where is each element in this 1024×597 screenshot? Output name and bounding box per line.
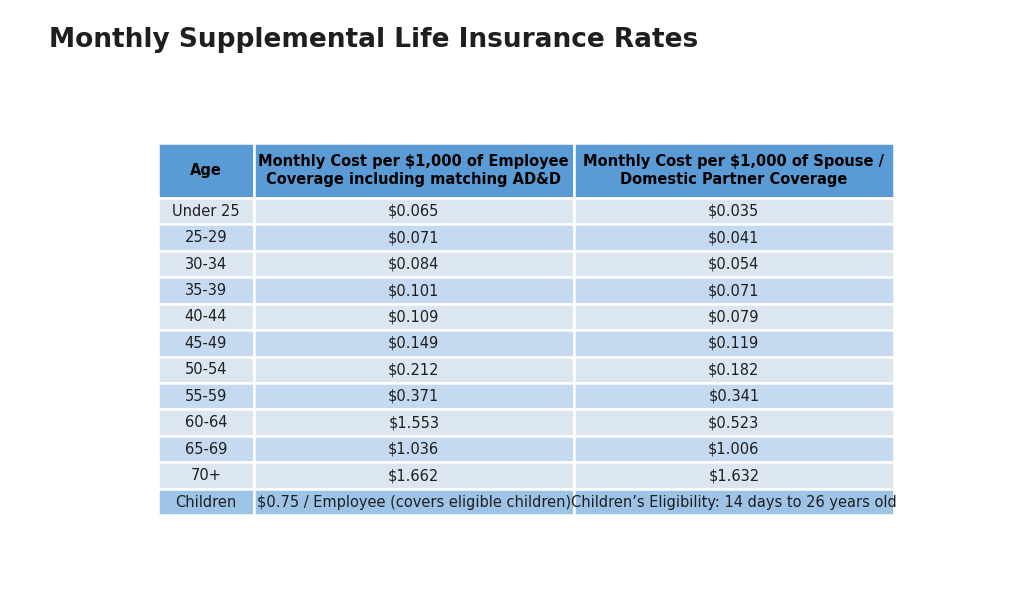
Bar — [573, 436, 894, 462]
Bar — [254, 278, 573, 304]
Bar — [254, 410, 573, 436]
Text: $0.071: $0.071 — [708, 283, 760, 298]
Text: $0.035: $0.035 — [709, 204, 760, 219]
Text: $0.371: $0.371 — [388, 389, 439, 404]
Text: $0.182: $0.182 — [709, 362, 760, 377]
Bar — [254, 383, 573, 410]
Bar — [573, 278, 894, 304]
Bar — [158, 278, 254, 304]
Bar — [573, 462, 894, 489]
Bar — [158, 198, 254, 224]
Text: $0.149: $0.149 — [388, 336, 439, 351]
Text: $1.662: $1.662 — [388, 468, 439, 483]
Bar — [573, 356, 894, 383]
Bar — [158, 304, 254, 330]
Text: Monthly Supplemental Life Insurance Rates: Monthly Supplemental Life Insurance Rate… — [49, 27, 698, 53]
Text: 55-59: 55-59 — [184, 389, 227, 404]
Bar — [158, 410, 254, 436]
Text: $0.341: $0.341 — [709, 389, 760, 404]
Text: 65-69: 65-69 — [184, 442, 227, 457]
Text: $0.101: $0.101 — [388, 283, 439, 298]
Text: Monthly Cost per $1,000 of Employee
Coverage including matching AD&D: Monthly Cost per $1,000 of Employee Cove… — [258, 154, 569, 187]
Bar — [573, 330, 894, 356]
Text: 60-64: 60-64 — [184, 415, 227, 430]
Text: 35-39: 35-39 — [185, 283, 227, 298]
Text: $0.079: $0.079 — [708, 309, 760, 324]
Bar — [254, 251, 573, 278]
Text: 40-44: 40-44 — [184, 309, 227, 324]
Bar — [158, 251, 254, 278]
Bar — [158, 436, 254, 462]
Text: Children: Children — [175, 494, 237, 509]
Bar — [573, 143, 894, 198]
Bar — [573, 410, 894, 436]
Bar — [573, 251, 894, 278]
Text: 50-54: 50-54 — [184, 362, 227, 377]
Text: 70+: 70+ — [190, 468, 221, 483]
Bar — [254, 436, 573, 462]
Text: Age: Age — [190, 163, 222, 178]
Bar — [254, 224, 573, 251]
Bar — [254, 489, 573, 515]
Text: $0.212: $0.212 — [388, 362, 439, 377]
Text: 45-49: 45-49 — [184, 336, 227, 351]
Text: $1.553: $1.553 — [388, 415, 439, 430]
Bar — [158, 356, 254, 383]
Bar — [254, 462, 573, 489]
Text: $1.006: $1.006 — [709, 442, 760, 457]
Bar — [158, 224, 254, 251]
Bar — [158, 489, 254, 515]
Bar — [254, 304, 573, 330]
Bar — [573, 489, 894, 515]
Text: Children’s Eligibility: 14 days to 26 years old: Children’s Eligibility: 14 days to 26 ye… — [571, 494, 897, 509]
Text: $0.75 / Employee (covers eligible children): $0.75 / Employee (covers eligible childr… — [257, 494, 570, 509]
Text: $0.041: $0.041 — [709, 230, 760, 245]
Bar — [158, 330, 254, 356]
Text: $1.632: $1.632 — [709, 468, 760, 483]
Bar — [573, 198, 894, 224]
Text: $0.109: $0.109 — [388, 309, 439, 324]
Bar — [573, 224, 894, 251]
Text: $0.119: $0.119 — [709, 336, 760, 351]
Text: Under 25: Under 25 — [172, 204, 240, 219]
Text: Monthly Cost per $1,000 of Spouse /
Domestic Partner Coverage: Monthly Cost per $1,000 of Spouse / Dome… — [584, 154, 885, 187]
Text: $0.523: $0.523 — [709, 415, 760, 430]
Text: $1.036: $1.036 — [388, 442, 439, 457]
Text: $0.071: $0.071 — [388, 230, 439, 245]
Bar — [254, 198, 573, 224]
Bar — [158, 383, 254, 410]
Text: 30-34: 30-34 — [185, 257, 227, 272]
Bar — [254, 356, 573, 383]
Text: 25-29: 25-29 — [184, 230, 227, 245]
Bar — [158, 462, 254, 489]
Text: $0.054: $0.054 — [709, 257, 760, 272]
Bar — [254, 143, 573, 198]
Bar — [254, 330, 573, 356]
Bar — [573, 304, 894, 330]
Text: $0.084: $0.084 — [388, 257, 439, 272]
Bar — [158, 143, 254, 198]
Bar — [573, 383, 894, 410]
Text: $0.065: $0.065 — [388, 204, 439, 219]
